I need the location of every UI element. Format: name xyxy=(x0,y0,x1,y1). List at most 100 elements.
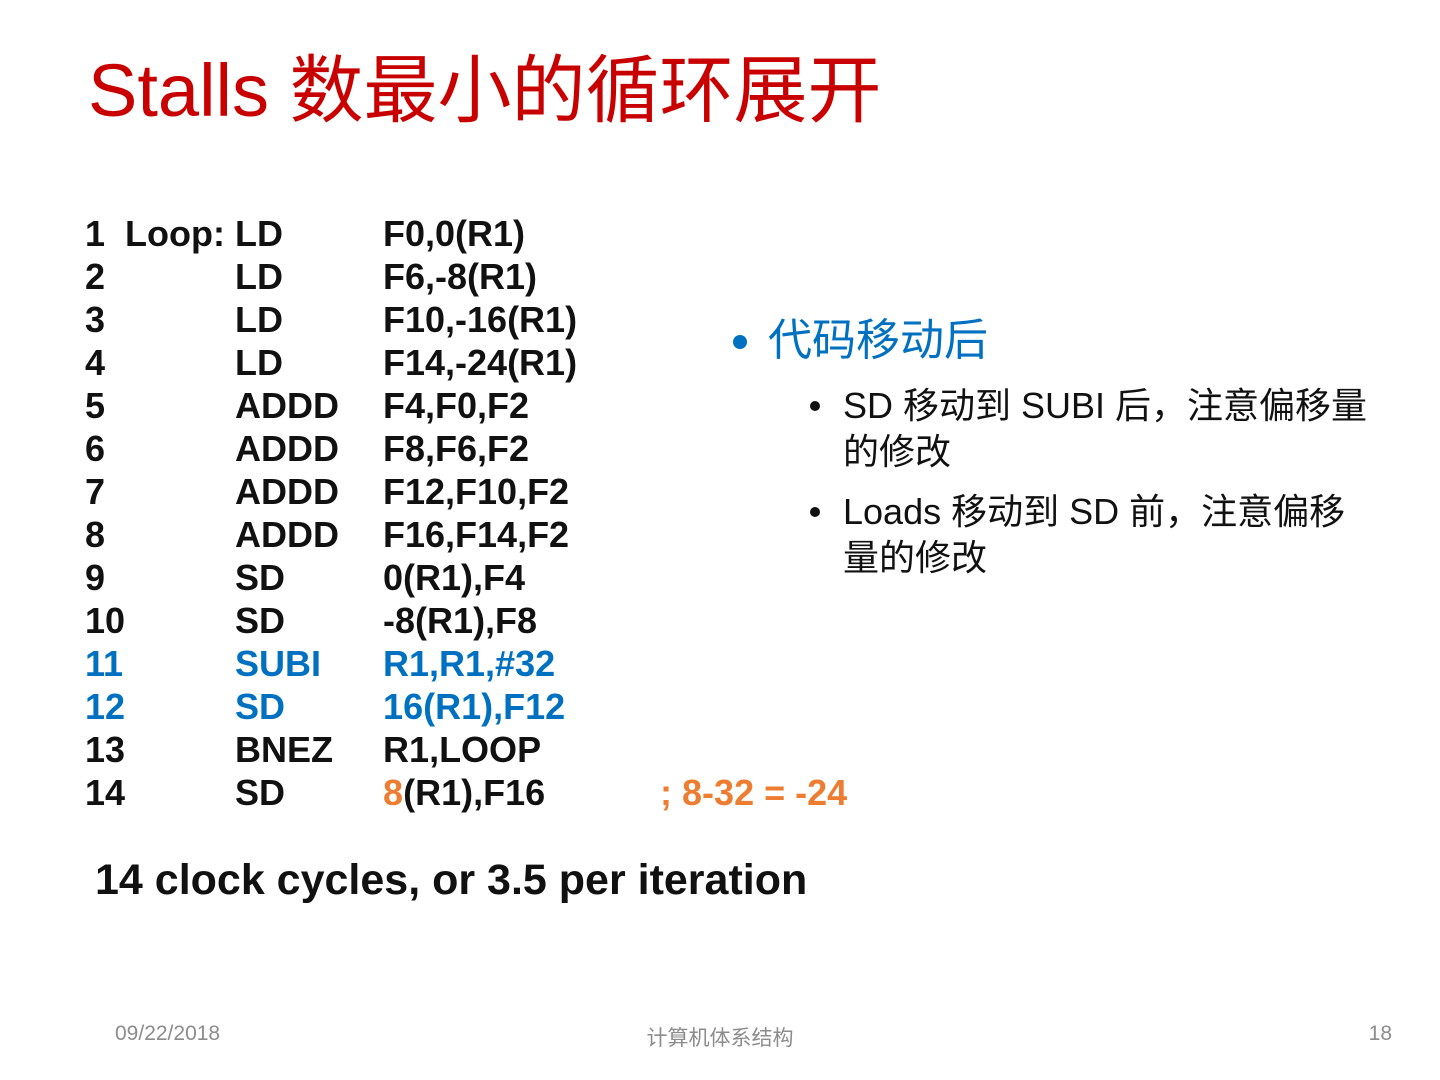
line-label xyxy=(125,771,235,814)
footer-date: 09/22/2018 xyxy=(115,1022,221,1045)
note-item-text: SD 移动到 SUBI 后，注意偏移量的修改 xyxy=(843,385,1368,472)
line-operands: 8(R1),F16 xyxy=(383,771,660,814)
operand-text: (R1),F16 xyxy=(403,772,546,813)
line-number: 14 xyxy=(85,772,126,813)
code-line: 9 SD 0(R1),F4 xyxy=(85,556,847,599)
line-operands: 16(R1),F12 xyxy=(383,685,660,728)
line-number: 1 xyxy=(85,213,106,254)
line-operands: R1,R1,#32 xyxy=(383,642,660,685)
operand-text: F8,F6,F2 xyxy=(383,428,530,469)
note-item: Loads 移动到 SD 前，注意偏移量的修改 xyxy=(810,489,1373,581)
bullet-icon xyxy=(810,401,820,411)
code-line: 11 SUBI R1,R1,#32 xyxy=(85,642,847,685)
code-line: 14 SD 8(R1),F16 ; 8-32 = -24 xyxy=(85,771,847,814)
operand-text: R1,R1,#32 xyxy=(383,643,556,684)
operand-text: F14,-24(R1) xyxy=(383,342,578,383)
code-line: 7 ADDD F12,F10,F2 xyxy=(85,470,847,513)
line-number: 10 xyxy=(85,600,126,641)
operand-text: F16,F14,F2 xyxy=(383,514,570,555)
line-operands: F14,-24(R1) xyxy=(383,341,660,384)
line-operands: F16,F14,F2 xyxy=(383,513,660,556)
line-operands: F0,0(R1) xyxy=(383,212,660,255)
summary-line: 14 clock cycles, or 3.5 per iteration xyxy=(95,856,808,904)
line-number: 4 xyxy=(85,342,106,383)
line-label xyxy=(125,642,235,685)
line-opcode: LD xyxy=(235,213,283,254)
line-opcode: LD xyxy=(235,299,283,340)
line-number: 5 xyxy=(85,385,106,426)
notes-heading-text: 代码移动后 xyxy=(768,316,988,365)
code-line: 10 SD -8(R1),F8 xyxy=(85,599,847,642)
line-label: Loop: xyxy=(125,213,225,254)
line-operands: 0(R1),F4 xyxy=(383,556,660,599)
operand-text: -8(R1),F8 xyxy=(383,600,538,641)
line-label xyxy=(125,298,235,341)
code-line: 1 Loop: LD F0,0(R1) xyxy=(85,212,847,255)
operand-text: R1,LOOP xyxy=(383,729,542,770)
note-item-text: Loads 移动到 SD 前，注意偏移量的修改 xyxy=(843,491,1346,578)
line-label xyxy=(125,427,235,470)
notes-list: SD 移动到 SUBI 后，注意偏移量的修改 Loads 移动到 SD 前，注意… xyxy=(733,383,1373,581)
bullet-icon xyxy=(733,335,747,349)
notes-panel: 代码移动后 SD 移动到 SUBI 后，注意偏移量的修改 Loads 移动到 S… xyxy=(733,316,1373,581)
footer: 09/22/2018 计算机体系结构 18 xyxy=(0,1022,1440,1054)
line-opcode: SD xyxy=(235,557,286,598)
footer-course-name: 计算机体系结构 xyxy=(646,1027,794,1050)
line-label xyxy=(125,599,235,642)
notes-heading: 代码移动后 xyxy=(733,316,1373,366)
line-label xyxy=(125,728,235,771)
line-label xyxy=(125,556,235,599)
line-opcode: ADDD xyxy=(235,428,339,469)
code-line: 5 ADDD F4,F0,F2 xyxy=(85,384,847,427)
operand-text: F10,-16(R1) xyxy=(383,299,578,340)
code-line: 12 SD 16(R1),F12 xyxy=(85,685,847,728)
line-operands: F10,-16(R1) xyxy=(383,298,660,341)
line-number: 7 xyxy=(85,471,106,512)
line-opcode: BNEZ xyxy=(235,729,334,770)
code-line: 8 ADDD F16,F14,F2 xyxy=(85,513,847,556)
footer-page-number: 18 xyxy=(1368,1022,1392,1045)
code-line: 2 LD F6,-8(R1) xyxy=(85,255,847,298)
operand-text: 0(R1),F4 xyxy=(383,557,526,598)
operand-text: F6,-8(R1) xyxy=(383,256,538,297)
line-label xyxy=(125,341,235,384)
line-number: 12 xyxy=(85,686,126,727)
line-operands: F8,F6,F2 xyxy=(383,427,660,470)
bullet-icon xyxy=(810,507,820,517)
line-number: 11 xyxy=(85,643,124,684)
line-opcode: SUBI xyxy=(235,643,322,684)
code-listing: 1 Loop: LD F0,0(R1) 2 LD F6,-8(R1) 3 LD … xyxy=(85,212,847,814)
line-operands: F12,F10,F2 xyxy=(383,470,660,513)
line-number: 13 xyxy=(85,729,126,770)
line-operands: R1,LOOP xyxy=(383,728,660,771)
slide-title: Stalls 数最小的循环展开 xyxy=(88,49,882,132)
line-label xyxy=(125,384,235,427)
line-number: 2 xyxy=(85,256,106,297)
line-number: 9 xyxy=(85,557,106,598)
line-number: 6 xyxy=(85,428,106,469)
line-label xyxy=(125,513,235,556)
line-comment: ; 8-32 = -24 xyxy=(660,772,848,813)
operand-highlight: 8 xyxy=(383,772,404,813)
line-opcode: LD xyxy=(235,256,283,297)
line-number: 3 xyxy=(85,299,106,340)
line-opcode: ADDD xyxy=(235,471,339,512)
operand-text: 16(R1),F12 xyxy=(383,686,566,727)
line-number: 8 xyxy=(85,514,106,555)
note-item: SD 移动到 SUBI 后，注意偏移量的修改 xyxy=(810,383,1373,475)
code-line: 6 ADDD F8,F6,F2 xyxy=(85,427,847,470)
line-label xyxy=(125,685,235,728)
line-label xyxy=(125,255,235,298)
line-operands: F6,-8(R1) xyxy=(383,255,660,298)
operand-text: F0,0(R1) xyxy=(383,213,526,254)
line-opcode: LD xyxy=(235,342,283,383)
line-opcode: SD xyxy=(235,600,286,641)
line-opcode: ADDD xyxy=(235,385,339,426)
code-line: 3 LD F10,-16(R1) xyxy=(85,298,847,341)
line-operands: F4,F0,F2 xyxy=(383,384,660,427)
line-opcode: SD xyxy=(235,686,286,727)
line-label xyxy=(125,470,235,513)
operand-text: F4,F0,F2 xyxy=(383,385,530,426)
code-line: 4 LD F14,-24(R1) xyxy=(85,341,847,384)
